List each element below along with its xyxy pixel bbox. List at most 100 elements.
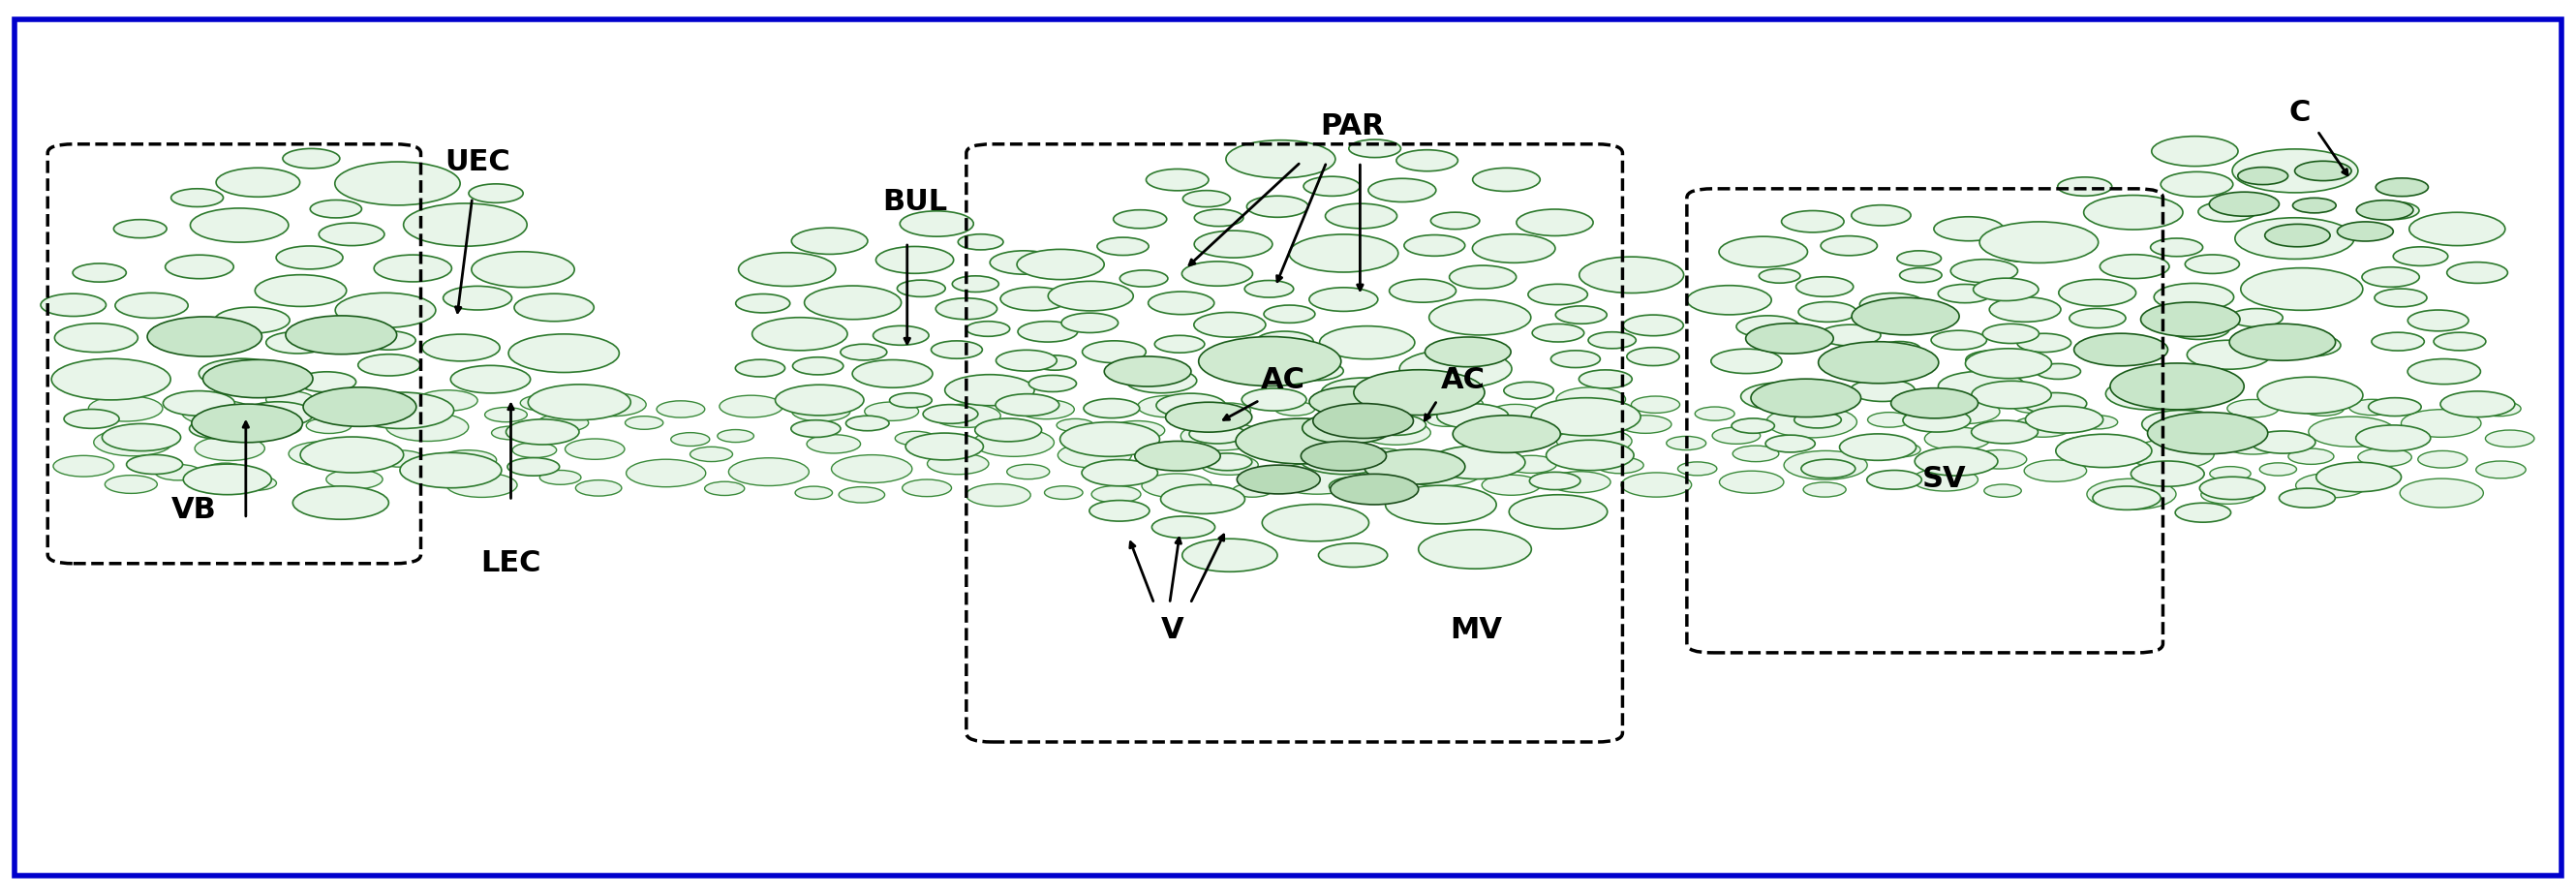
Circle shape: [2293, 198, 2336, 213]
Circle shape: [2151, 136, 2239, 166]
Circle shape: [1437, 396, 1484, 412]
Circle shape: [2486, 430, 2535, 447]
Circle shape: [1092, 486, 1141, 503]
Circle shape: [1368, 178, 1435, 202]
Circle shape: [1329, 477, 1383, 496]
Circle shape: [255, 275, 345, 306]
Circle shape: [866, 402, 920, 421]
Circle shape: [1546, 440, 1633, 471]
Circle shape: [294, 486, 389, 519]
Circle shape: [796, 486, 832, 499]
Circle shape: [1765, 435, 1816, 452]
Circle shape: [1489, 405, 1540, 422]
Circle shape: [1200, 455, 1257, 475]
Circle shape: [1365, 414, 1427, 435]
Circle shape: [1932, 330, 1986, 350]
Circle shape: [283, 149, 340, 168]
Circle shape: [376, 450, 425, 467]
Circle shape: [1978, 222, 2099, 263]
Text: AC: AC: [1440, 367, 1486, 395]
Circle shape: [1182, 261, 1252, 286]
Circle shape: [2058, 177, 2112, 196]
Circle shape: [471, 251, 574, 287]
Circle shape: [1309, 287, 1378, 311]
Circle shape: [1437, 404, 1510, 429]
Circle shape: [1195, 231, 1273, 258]
Circle shape: [1473, 431, 1535, 453]
Circle shape: [265, 391, 314, 408]
Circle shape: [2357, 425, 2432, 451]
Circle shape: [1097, 237, 1149, 255]
Circle shape: [2303, 402, 2344, 416]
Circle shape: [974, 419, 1041, 441]
Circle shape: [1236, 419, 1368, 464]
Circle shape: [1579, 257, 1685, 293]
Circle shape: [2148, 413, 2267, 454]
Circle shape: [1193, 312, 1265, 337]
Circle shape: [2200, 485, 2254, 504]
Circle shape: [1061, 313, 1118, 333]
Circle shape: [2025, 460, 2087, 482]
Circle shape: [876, 246, 953, 274]
Circle shape: [2264, 224, 2331, 247]
Circle shape: [2012, 399, 2056, 413]
Circle shape: [1007, 465, 1048, 479]
Circle shape: [999, 287, 1069, 311]
Text: VB: VB: [173, 496, 216, 524]
Circle shape: [1370, 482, 1412, 497]
Circle shape: [2087, 479, 2177, 509]
Circle shape: [1234, 483, 1273, 497]
Circle shape: [1551, 351, 1600, 368]
Circle shape: [404, 203, 528, 246]
Circle shape: [1048, 281, 1133, 311]
Circle shape: [564, 439, 623, 459]
Circle shape: [1868, 470, 1922, 490]
Circle shape: [1303, 413, 1394, 444]
Circle shape: [1899, 268, 1942, 283]
Circle shape: [1399, 349, 1512, 388]
Circle shape: [894, 431, 935, 446]
Circle shape: [1819, 356, 1868, 373]
Circle shape: [358, 354, 420, 376]
Circle shape: [2295, 473, 2367, 498]
Circle shape: [927, 453, 989, 474]
Circle shape: [309, 200, 361, 217]
Circle shape: [2257, 377, 2362, 413]
Circle shape: [1154, 336, 1206, 353]
Circle shape: [103, 423, 180, 451]
Text: V: V: [1162, 617, 1182, 644]
Circle shape: [1965, 350, 2022, 370]
Circle shape: [752, 318, 848, 351]
Circle shape: [1481, 475, 1540, 495]
Circle shape: [2151, 412, 2223, 437]
Circle shape: [165, 255, 234, 278]
Circle shape: [2017, 334, 2071, 353]
Circle shape: [2223, 433, 2282, 455]
Text: PAR: PAR: [1319, 112, 1383, 141]
Circle shape: [1710, 349, 1783, 373]
Circle shape: [1136, 441, 1221, 471]
Circle shape: [2375, 289, 2427, 307]
Circle shape: [1242, 388, 1306, 411]
Circle shape: [1911, 468, 1978, 491]
Circle shape: [1360, 448, 1404, 464]
Circle shape: [1157, 394, 1226, 417]
Circle shape: [116, 293, 188, 318]
Circle shape: [2035, 363, 2081, 379]
Circle shape: [2401, 410, 2481, 437]
Circle shape: [1528, 284, 1587, 305]
Circle shape: [2025, 406, 2102, 433]
Circle shape: [737, 294, 791, 312]
Circle shape: [1061, 422, 1159, 456]
Circle shape: [1226, 141, 1334, 178]
Circle shape: [1734, 446, 1780, 462]
Circle shape: [1819, 325, 1880, 345]
Circle shape: [1924, 427, 1991, 450]
Circle shape: [1028, 375, 1077, 392]
Text: BUL: BUL: [884, 188, 948, 217]
Circle shape: [1628, 347, 1680, 366]
Circle shape: [399, 453, 502, 488]
Circle shape: [1971, 381, 2050, 409]
Circle shape: [1386, 485, 1497, 524]
Text: LEC: LEC: [482, 550, 541, 577]
